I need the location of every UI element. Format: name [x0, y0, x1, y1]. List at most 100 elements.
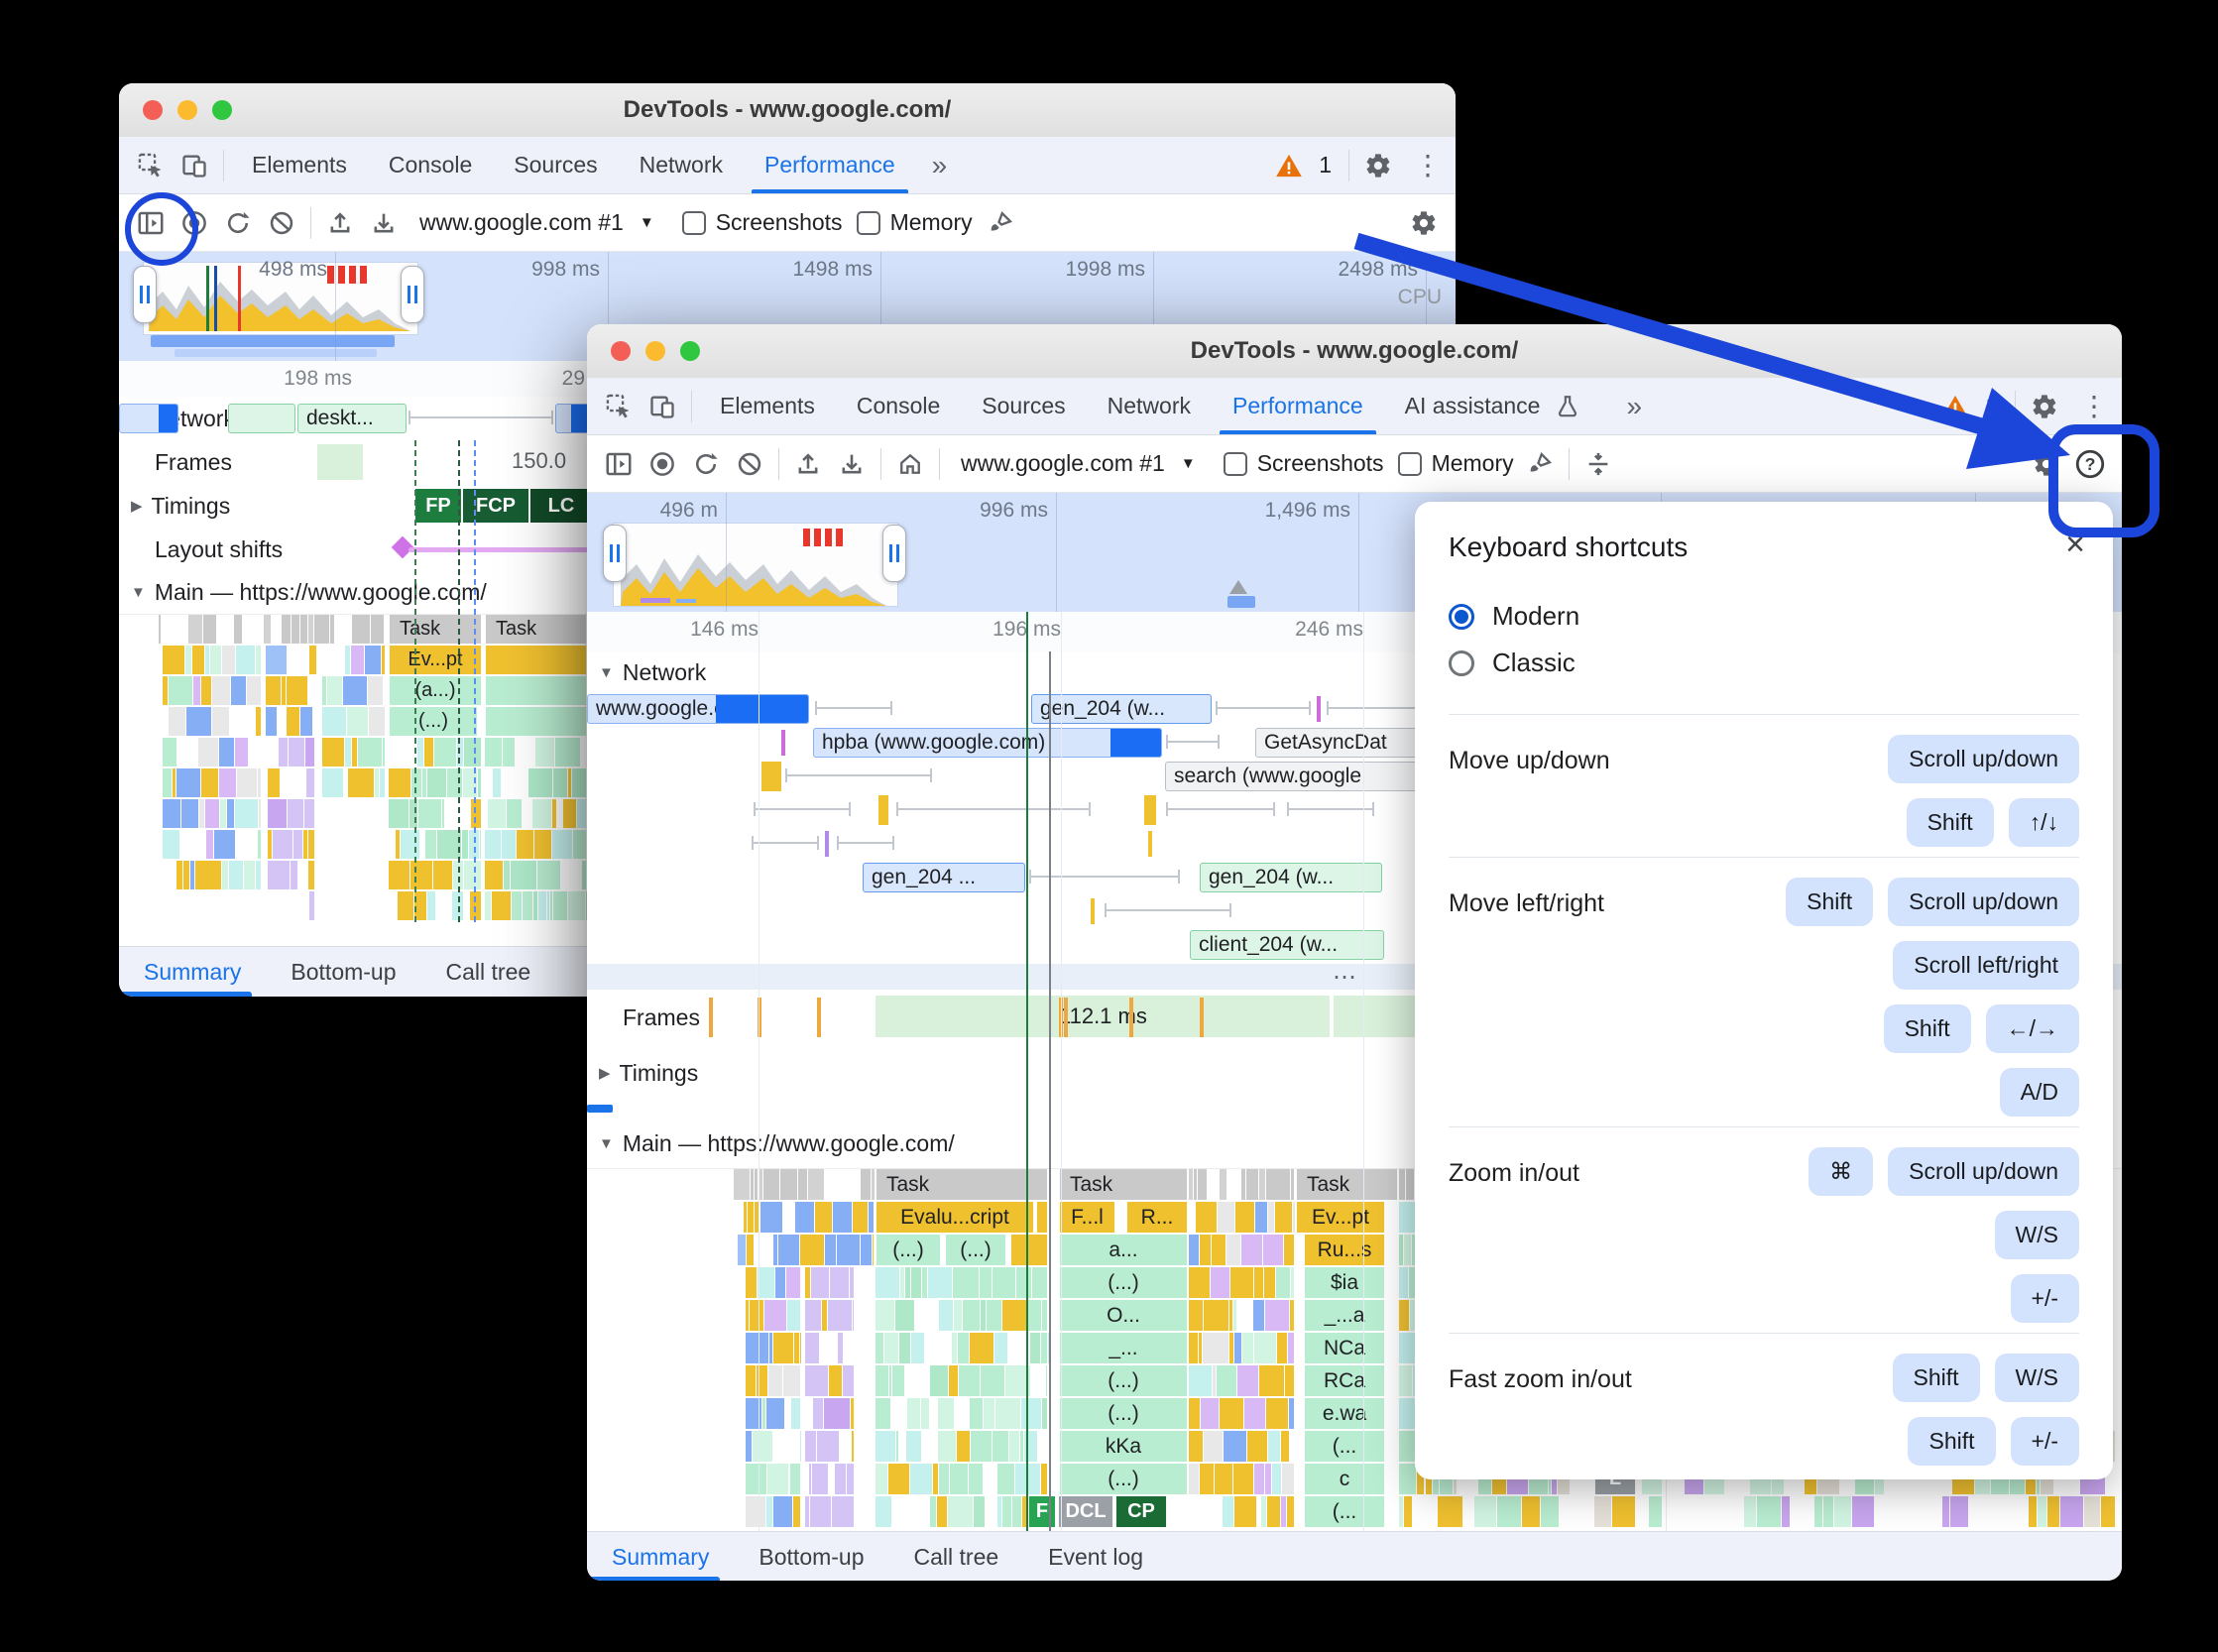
reload-and-record-icon[interactable] [684, 441, 728, 487]
bottom-tab-summary[interactable]: Summary [587, 1532, 734, 1581]
issues-badge[interactable]: 1 [1257, 143, 1342, 188]
load-profile-icon[interactable] [786, 441, 830, 487]
record-icon[interactable] [641, 441, 684, 487]
flame-entry[interactable]: F [1028, 1496, 1056, 1527]
network-request-bar[interactable]: deskt... [297, 404, 407, 433]
flame-entry[interactable]: (...) [876, 1235, 941, 1265]
memory-checkbox[interactable] [856, 210, 880, 235]
network-request-bar[interactable] [228, 404, 295, 433]
flame-entry[interactable]: (...) [389, 707, 478, 736]
radio-option-classic[interactable]: Classic [1449, 648, 2079, 678]
reload-and-record-icon[interactable] [216, 200, 260, 246]
flame-entry[interactable]: (...) [1059, 1365, 1188, 1396]
flame-entry[interactable]: R... [1126, 1202, 1188, 1233]
frame-bar[interactable] [876, 996, 1330, 1037]
bottom-tab-bottom-up[interactable]: Bottom-up [291, 958, 397, 985]
bottom-tab-call-tree[interactable]: Call tree [913, 1543, 999, 1570]
device-toolbar-icon[interactable] [641, 384, 684, 429]
tab-elements[interactable]: Elements [252, 152, 347, 177]
tab-sources[interactable]: Sources [982, 393, 1066, 418]
tab-console[interactable]: Console [856, 393, 941, 418]
radio-option-modern[interactable]: Modern [1449, 601, 2079, 632]
more-tabs-icon[interactable]: » [931, 149, 948, 180]
network-request-bar[interactable]: www.google.co... [587, 694, 809, 724]
load-profile-icon[interactable] [318, 200, 362, 246]
flame-entry[interactable]: _...a [1304, 1300, 1385, 1331]
inspect-element-icon[interactable] [597, 384, 641, 429]
flame-entry[interactable]: Ru...s [1304, 1235, 1385, 1265]
collapse-icon[interactable] [1576, 441, 1620, 487]
settings-gear-icon[interactable] [2023, 384, 2066, 429]
flame-entry[interactable]: Task [876, 1169, 1048, 1200]
network-request-bar[interactable]: gen_204 (w... [1031, 694, 1212, 724]
screenshots-checkbox[interactable] [1223, 451, 1247, 476]
tab-network[interactable]: Network [1107, 393, 1191, 418]
bottom-tab-call-tree[interactable]: Call tree [445, 958, 531, 985]
network-request-bar[interactable]: gen_204 (w... [1200, 863, 1382, 892]
flame-entry[interactable]: NCa [1304, 1333, 1385, 1363]
flame-entry[interactable]: Task [1059, 1169, 1188, 1200]
flame-entry[interactable]: (... [1304, 1496, 1385, 1527]
flame-entry[interactable]: e.wa [1304, 1398, 1385, 1429]
flame-entry[interactable]: Ev...pt [1296, 1202, 1385, 1233]
save-profile-icon[interactable] [362, 200, 406, 246]
capture-settings-gear-icon[interactable] [1402, 200, 1446, 246]
network-request-bar[interactable] [119, 404, 178, 433]
flame-entry[interactable] [1036, 1202, 1048, 1233]
flame-entry[interactable]: CP [1115, 1496, 1167, 1527]
clear-icon[interactable] [260, 200, 303, 246]
screenshots-checkbox[interactable] [681, 210, 706, 235]
show-sidebar-icon[interactable] [597, 441, 641, 487]
selection-handle-left[interactable] [603, 525, 627, 582]
device-toolbar-icon[interactable] [173, 143, 216, 188]
network-request-bar[interactable]: client_204 (w... [1190, 930, 1384, 960]
help-icon[interactable]: ? [2068, 441, 2112, 487]
clear-icon[interactable] [728, 441, 771, 487]
inspect-element-icon[interactable] [129, 143, 173, 188]
flame-entry[interactable]: Task [1296, 1169, 1398, 1200]
flame-entry[interactable] [485, 707, 587, 736]
flame-entry[interactable]: Task [389, 615, 482, 644]
kebab-menu-icon[interactable]: ⋮ [1414, 150, 1442, 180]
flame-entry[interactable]: Evalu...cript [876, 1202, 1034, 1233]
flame-entry[interactable]: (... [1304, 1431, 1385, 1462]
bottom-tab-summary[interactable]: Summary [119, 947, 266, 997]
tab-elements[interactable]: Elements [720, 393, 815, 418]
flame-entry[interactable] [1010, 1235, 1048, 1265]
network-request-bar[interactable]: hpba (www.google.com) [813, 728, 1162, 758]
flame-entry[interactable]: c [1304, 1464, 1385, 1494]
flame-entry[interactable]: (...) [1059, 1267, 1188, 1298]
selection-handle-left[interactable] [133, 266, 157, 323]
minimize-window-button[interactable] [177, 100, 197, 120]
history-select[interactable]: www.google.com #1 ▼ [406, 209, 668, 236]
tab-network[interactable]: Network [639, 152, 723, 177]
flame-entry[interactable]: (...) [1059, 1464, 1188, 1494]
settings-gear-icon[interactable] [1356, 143, 1400, 188]
flame-entry[interactable]: RCa [1304, 1365, 1385, 1396]
minimize-window-button[interactable] [645, 341, 665, 361]
tab-sources[interactable]: Sources [514, 152, 598, 177]
flame-entry[interactable]: Task [485, 615, 587, 644]
tab-ai-assistance[interactable]: AI assistance [1384, 378, 1611, 434]
flame-entry[interactable]: DCL [1058, 1496, 1113, 1527]
radio-icon[interactable] [1449, 603, 1474, 630]
issues-badge[interactable]: 1 [1924, 384, 2008, 429]
flame-entry[interactable]: $ia [1304, 1267, 1385, 1298]
gc-brush-icon[interactable] [979, 200, 1022, 246]
tab-performance[interactable]: Performance [1212, 378, 1384, 434]
tab-console[interactable]: Console [388, 152, 473, 177]
flame-entry[interactable]: O... [1059, 1300, 1188, 1331]
home-icon[interactable] [888, 441, 932, 487]
capture-settings-gear-icon[interactable] [2025, 441, 2068, 487]
tab-performance[interactable]: Performance [744, 137, 916, 193]
selection-handle-right[interactable] [882, 525, 906, 582]
maximize-window-button[interactable] [212, 100, 232, 120]
flame-entry[interactable]: (...) [945, 1235, 1006, 1265]
kebab-menu-icon[interactable]: ⋮ [2080, 391, 2108, 421]
close-icon[interactable]: × [2065, 526, 2085, 563]
radio-icon[interactable] [1449, 649, 1474, 676]
flame-entry[interactable] [485, 676, 587, 705]
network-request-bar[interactable] [555, 404, 591, 433]
selection-handle-right[interactable] [401, 266, 424, 323]
more-tabs-icon[interactable]: » [1626, 390, 1643, 421]
